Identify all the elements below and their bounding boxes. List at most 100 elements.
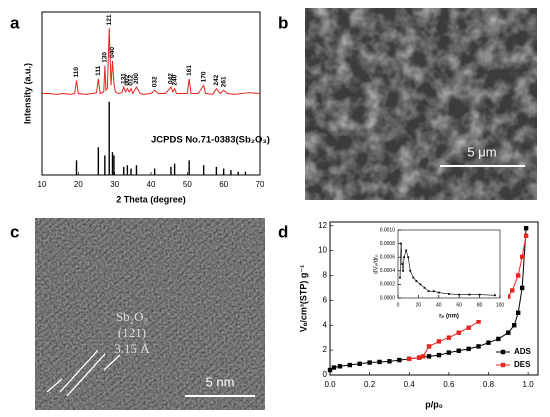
peak-label: 002 bbox=[124, 74, 131, 85]
x-tick-label: 40 bbox=[147, 180, 156, 189]
x-tick-label: 20 bbox=[74, 180, 83, 189]
peak-label: 032 bbox=[151, 76, 158, 87]
y-axis-label: dVₚ/drₚ bbox=[374, 254, 380, 274]
plot-frame bbox=[397, 229, 501, 299]
marker bbox=[416, 355, 422, 360]
marker bbox=[357, 361, 362, 367]
annotation: Sb₂O₃ bbox=[116, 309, 148, 324]
x-tick-label: 30 bbox=[110, 180, 119, 189]
peak-label: 110 bbox=[73, 67, 80, 78]
marker bbox=[515, 310, 521, 316]
y-tick-label: 0.0000 bbox=[380, 295, 396, 301]
y-tick-label: 8 bbox=[323, 271, 328, 280]
marker bbox=[436, 339, 442, 344]
x-tick-label: 100 bbox=[496, 302, 505, 308]
x-tick-label: 0.4 bbox=[404, 380, 416, 389]
marker bbox=[400, 242, 402, 245]
x-tick-label: 50 bbox=[183, 180, 192, 189]
series-line bbox=[399, 243, 495, 296]
y-axis-label: Vₐ/cm³(STP) g⁻¹ bbox=[298, 265, 308, 332]
marker bbox=[519, 254, 525, 260]
marker bbox=[327, 367, 333, 373]
marker bbox=[407, 356, 412, 362]
marker bbox=[399, 276, 401, 279]
marker bbox=[476, 319, 481, 324]
x-tick-label: 0.8 bbox=[483, 380, 495, 389]
marker bbox=[403, 256, 406, 259]
x-tick-label: 70 bbox=[256, 180, 265, 189]
marker bbox=[420, 354, 426, 359]
scale-bar-label: 5 nm bbox=[206, 374, 235, 389]
legend-marker bbox=[500, 349, 506, 355]
y-tick-label: 6 bbox=[323, 295, 328, 304]
y-tick-label: 0.0002 bbox=[380, 282, 396, 288]
marker bbox=[456, 330, 461, 335]
marker bbox=[377, 359, 382, 365]
marker bbox=[458, 293, 461, 296]
marker bbox=[506, 330, 511, 335]
marker bbox=[446, 350, 452, 355]
x-tick-label: 0 bbox=[397, 302, 400, 308]
marker bbox=[494, 294, 496, 297]
marker bbox=[466, 325, 471, 330]
marker bbox=[486, 340, 491, 345]
peak-label: 130 bbox=[102, 52, 109, 63]
marker bbox=[512, 323, 517, 328]
legend-label: ADS bbox=[514, 347, 532, 356]
plot-frame bbox=[329, 221, 539, 376]
marker bbox=[478, 293, 481, 296]
y-tick-label: 0.0004 bbox=[380, 268, 396, 274]
marker bbox=[415, 280, 418, 282]
marker bbox=[437, 291, 440, 294]
panel-label: d bbox=[278, 222, 288, 241]
marker bbox=[523, 233, 529, 238]
y-tick-label: 0.0006 bbox=[380, 255, 396, 261]
y-tick-label: 10 bbox=[318, 246, 327, 255]
y-tick-label: 2 bbox=[323, 345, 328, 354]
x-tick-label: 60 bbox=[219, 180, 228, 189]
marker bbox=[426, 344, 432, 349]
marker bbox=[436, 352, 442, 358]
peak-label: 131 bbox=[120, 73, 127, 84]
marker bbox=[523, 226, 529, 231]
marker bbox=[407, 256, 410, 259]
marker bbox=[409, 269, 412, 272]
fringe-marker bbox=[46, 349, 121, 397]
marker bbox=[423, 286, 426, 289]
x-tick-label: 0.6 bbox=[443, 380, 455, 389]
x-tick-label: 0.0 bbox=[324, 380, 336, 389]
peak-label: 121 bbox=[106, 14, 113, 25]
marker bbox=[496, 336, 501, 342]
marker bbox=[387, 359, 392, 364]
marker bbox=[476, 344, 481, 349]
legend-marker bbox=[500, 362, 506, 368]
marker bbox=[515, 273, 521, 278]
legend-label: DES bbox=[514, 360, 531, 369]
peak-label: 111 bbox=[95, 65, 102, 76]
panel-label: c bbox=[10, 222, 19, 241]
x-tick-label: 10 bbox=[38, 180, 47, 189]
inset-background bbox=[368, 226, 508, 320]
x-tick-label: 60 bbox=[456, 302, 462, 308]
marker bbox=[468, 293, 471, 296]
marker bbox=[412, 276, 415, 279]
marker bbox=[367, 360, 372, 365]
marker bbox=[337, 364, 343, 369]
marker bbox=[405, 249, 408, 252]
marker bbox=[432, 290, 435, 293]
marker bbox=[347, 362, 353, 368]
marker bbox=[331, 365, 337, 370]
sem-texture bbox=[305, 8, 537, 200]
marker bbox=[397, 357, 402, 363]
marker bbox=[448, 293, 450, 295]
marker bbox=[510, 288, 515, 293]
y-axis-label: Intensity (a.u.) bbox=[22, 63, 32, 124]
y-tick-label: 0.0008 bbox=[380, 241, 396, 247]
peak-label: 161 bbox=[186, 65, 193, 76]
marker bbox=[427, 290, 430, 293]
panel-label: a bbox=[10, 13, 20, 32]
peak-label: 261 bbox=[220, 76, 227, 87]
marker bbox=[456, 348, 461, 353]
series-line bbox=[409, 235, 527, 360]
scale-bar-label: 5 μm bbox=[467, 144, 496, 159]
